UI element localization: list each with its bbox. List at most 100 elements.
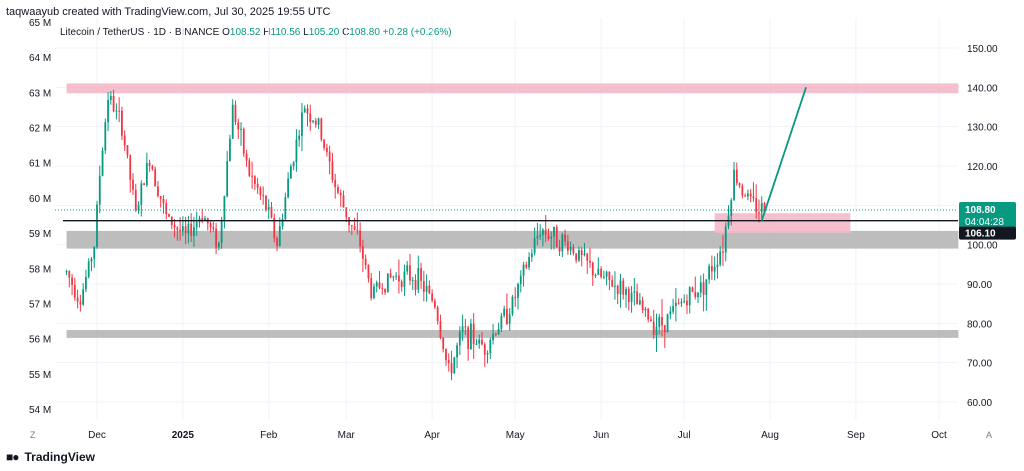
candle-body	[470, 323, 472, 349]
candle-body	[65, 271, 68, 273]
candle-body	[101, 150, 104, 176]
candle-body	[453, 357, 456, 374]
candle-body	[245, 153, 248, 161]
candle-body	[87, 261, 90, 277]
right-axis-tick: 80.00	[967, 319, 992, 330]
candle-body	[195, 222, 198, 228]
candle-body	[231, 104, 234, 139]
candle-body	[572, 246, 575, 254]
candle-body	[267, 206, 270, 210]
candle-body	[650, 319, 652, 322]
candle-body	[284, 197, 287, 220]
candle-body	[76, 297, 79, 302]
candle-body	[409, 265, 411, 281]
candle-body	[242, 128, 245, 154]
candle-body	[517, 284, 519, 298]
ohlc-high-value: 110.56	[270, 27, 301, 38]
candle-body	[431, 293, 434, 301]
candle-body	[148, 163, 151, 167]
candle-body	[176, 227, 179, 230]
x-axis-tick: May	[506, 430, 525, 441]
candle-body	[425, 285, 428, 292]
candle-body	[270, 206, 273, 218]
candle-body	[367, 265, 370, 279]
candle-body	[561, 234, 564, 252]
right-axis-tick: 130.00	[967, 123, 998, 134]
candle-body	[400, 281, 403, 287]
x-axis-tick: Mar	[338, 430, 356, 441]
candle-body	[456, 345, 458, 358]
left-axis-tick: 60 M	[29, 194, 51, 205]
candle-body	[398, 275, 400, 282]
candle-body	[154, 169, 157, 187]
candle-body	[406, 265, 409, 272]
x-axis-tick: Dec	[88, 430, 106, 441]
candle-body	[314, 120, 317, 125]
candle-body	[622, 280, 625, 295]
auto-scale-button[interactable]: A	[986, 430, 993, 440]
candle-body	[638, 300, 641, 305]
candle-body	[190, 223, 193, 236]
ohlc-open-value: 108.52	[229, 27, 261, 38]
candle-body	[79, 301, 82, 305]
candle-body	[445, 349, 447, 361]
x-axis-tick: Feb	[260, 430, 278, 441]
ohlc-change: +0.28 (+0.26%)	[382, 27, 452, 38]
candle-body	[614, 285, 616, 287]
candle-body	[749, 193, 752, 197]
x-axis-tick: Aug	[761, 430, 779, 441]
candle-body	[641, 300, 644, 311]
candle-body	[705, 279, 708, 295]
candle-body	[132, 179, 134, 190]
candle-body	[625, 289, 627, 295]
candle-body	[686, 300, 688, 306]
candle-body	[547, 234, 550, 239]
candle-body	[295, 139, 298, 163]
candle-body	[273, 217, 276, 239]
candle-body	[716, 264, 719, 267]
candle-body	[201, 218, 204, 221]
x-axis-tick: 2025	[172, 430, 195, 441]
candle-body	[317, 118, 320, 125]
symbol-legend[interactable]: Litecoin / TetherUS · 1D · BINANCE O108.…	[60, 27, 452, 38]
resistance-zone	[66, 83, 959, 94]
tradingview-logo[interactable]: ■● TradingView	[6, 450, 95, 464]
candle-body	[325, 147, 328, 152]
tradingview-mark-icon: ■●	[6, 450, 19, 464]
candle-body	[724, 226, 727, 253]
candle-body	[760, 203, 763, 213]
candle-body	[542, 229, 544, 235]
candle-body	[708, 266, 711, 280]
candle-body	[334, 180, 337, 188]
candle-body	[583, 253, 586, 256]
candle-body	[289, 166, 292, 179]
candle-body	[752, 196, 755, 199]
candle-body	[303, 108, 306, 113]
candle-body	[337, 187, 339, 193]
candle-body	[381, 288, 384, 290]
candle-body	[691, 287, 694, 292]
candle-body	[140, 183, 143, 205]
auto-zoom-button[interactable]: Z	[30, 430, 36, 440]
candle-body	[323, 139, 326, 148]
candle-body	[489, 340, 492, 354]
candle-body	[558, 247, 561, 252]
candle-body	[733, 169, 735, 201]
candle-body	[555, 227, 558, 248]
right-axis-tick: 140.00	[967, 83, 998, 94]
candle-body	[442, 337, 445, 350]
candle-body	[361, 246, 364, 259]
candle-body	[278, 226, 281, 246]
candle-body	[373, 286, 375, 299]
candle-body	[741, 185, 744, 196]
candle-body	[370, 278, 373, 299]
left-axis-tick: 65 M	[29, 18, 51, 29]
candle-body	[306, 108, 309, 114]
candle-body	[212, 227, 215, 229]
candle-body	[464, 326, 467, 328]
candle-body	[663, 325, 666, 333]
candle-body	[758, 212, 760, 214]
candle-body	[121, 110, 123, 136]
candle-body	[522, 264, 525, 276]
